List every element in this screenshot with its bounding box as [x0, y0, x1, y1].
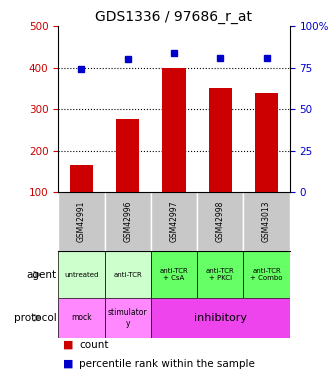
Text: ■: ■: [63, 359, 73, 369]
Text: inhibitory: inhibitory: [194, 313, 247, 323]
Bar: [151, 251, 197, 298]
Bar: [197, 251, 243, 298]
Bar: [255, 93, 278, 192]
Bar: [58, 251, 105, 298]
Text: percentile rank within the sample: percentile rank within the sample: [79, 359, 255, 369]
Text: GSM42996: GSM42996: [123, 201, 132, 242]
Text: protocol: protocol: [14, 313, 57, 323]
Bar: [243, 192, 290, 251]
Text: anti-TCR: anti-TCR: [113, 272, 142, 278]
Bar: [151, 298, 290, 338]
Bar: [70, 165, 93, 192]
Bar: [105, 251, 151, 298]
Bar: [151, 192, 197, 251]
Bar: [209, 88, 232, 192]
Bar: [105, 298, 151, 338]
Bar: [197, 192, 243, 251]
Title: GDS1336 / 97686_r_at: GDS1336 / 97686_r_at: [96, 10, 252, 24]
Text: GSM43013: GSM43013: [262, 201, 271, 242]
Bar: [116, 120, 139, 192]
Text: mock: mock: [71, 314, 92, 322]
Text: GSM42991: GSM42991: [77, 201, 86, 242]
Text: GSM42997: GSM42997: [169, 201, 178, 242]
Text: GSM42998: GSM42998: [216, 201, 225, 242]
Bar: [58, 298, 105, 338]
Text: untreated: untreated: [64, 272, 99, 278]
Text: anti-TCR
+ PKCi: anti-TCR + PKCi: [206, 268, 235, 281]
Bar: [163, 68, 185, 192]
Text: anti-TCR
+ CsA: anti-TCR + CsA: [160, 268, 188, 281]
Text: ■: ■: [63, 340, 73, 350]
Text: anti-TCR
+ Combo: anti-TCR + Combo: [250, 268, 283, 281]
Bar: [243, 251, 290, 298]
Bar: [105, 192, 151, 251]
Text: agent: agent: [27, 270, 57, 280]
Bar: [58, 192, 105, 251]
Text: stimulator
y: stimulator y: [108, 308, 148, 327]
Text: count: count: [79, 340, 109, 350]
